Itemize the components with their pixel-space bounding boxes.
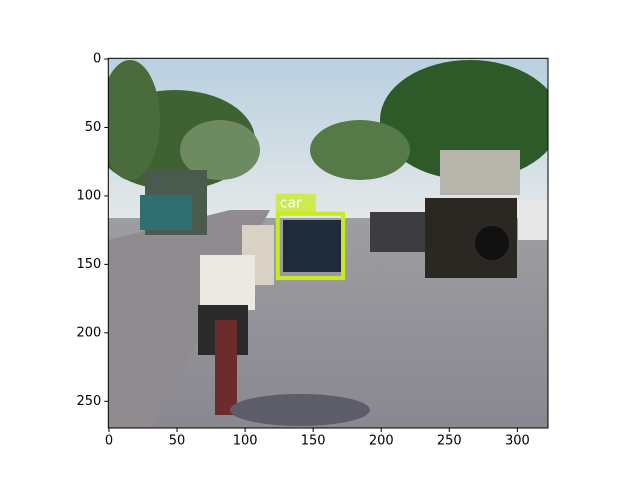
x-tick-label: 200 xyxy=(369,434,394,449)
y-tick-label: 200 xyxy=(76,325,101,340)
y-tick-label: 0 xyxy=(93,51,101,66)
x-tick-label: 150 xyxy=(301,434,326,449)
y-tick-label: 150 xyxy=(76,257,101,272)
axes-frame xyxy=(107,57,549,429)
x-tick-label: 300 xyxy=(505,434,530,449)
photo xyxy=(108,58,549,428)
x-tick-label: 50 xyxy=(169,434,186,449)
y-tick-label: 100 xyxy=(76,188,101,203)
x-tick-label: 100 xyxy=(233,434,258,449)
x-tick-label: 0 xyxy=(105,434,113,449)
box-label: car xyxy=(280,196,302,212)
y-tick-label: 250 xyxy=(76,394,101,409)
y-tick-label: 50 xyxy=(85,120,102,135)
x-tick-label: 250 xyxy=(437,434,462,449)
label-background xyxy=(275,193,316,214)
